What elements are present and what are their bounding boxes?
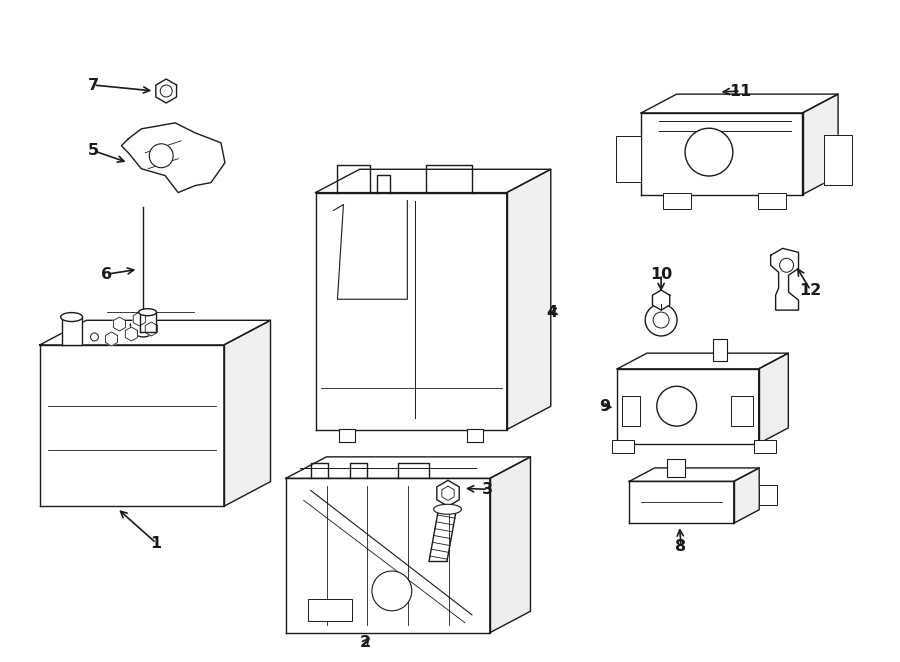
Polygon shape bbox=[629, 468, 760, 481]
Polygon shape bbox=[122, 123, 225, 193]
Text: 7: 7 bbox=[88, 77, 99, 93]
Polygon shape bbox=[436, 481, 459, 506]
Circle shape bbox=[779, 258, 794, 272]
Polygon shape bbox=[140, 312, 156, 332]
Polygon shape bbox=[133, 312, 145, 326]
Text: 6: 6 bbox=[101, 267, 112, 282]
Polygon shape bbox=[652, 290, 670, 310]
Polygon shape bbox=[629, 481, 733, 523]
Text: 9: 9 bbox=[598, 399, 610, 414]
Polygon shape bbox=[40, 320, 271, 345]
Polygon shape bbox=[316, 169, 551, 193]
Ellipse shape bbox=[434, 504, 462, 514]
Circle shape bbox=[653, 312, 669, 328]
Bar bbox=[753, 440, 776, 453]
Ellipse shape bbox=[60, 312, 83, 322]
Bar bbox=[714, 339, 727, 361]
Circle shape bbox=[91, 333, 98, 341]
Polygon shape bbox=[285, 457, 530, 479]
Polygon shape bbox=[824, 134, 851, 185]
Bar bbox=[731, 396, 752, 426]
Text: 12: 12 bbox=[799, 283, 822, 298]
Ellipse shape bbox=[139, 308, 157, 316]
Polygon shape bbox=[107, 301, 218, 313]
Polygon shape bbox=[145, 322, 158, 336]
Polygon shape bbox=[616, 136, 641, 182]
Text: 1: 1 bbox=[150, 536, 162, 551]
Polygon shape bbox=[490, 457, 530, 633]
Polygon shape bbox=[61, 317, 82, 345]
Polygon shape bbox=[224, 320, 271, 506]
Polygon shape bbox=[507, 169, 551, 430]
Text: 5: 5 bbox=[88, 143, 99, 158]
Polygon shape bbox=[105, 332, 118, 346]
Circle shape bbox=[149, 144, 173, 167]
Circle shape bbox=[657, 386, 697, 426]
Bar bbox=[612, 440, 634, 453]
Polygon shape bbox=[760, 485, 777, 504]
Bar bbox=[467, 428, 483, 442]
Bar bbox=[667, 459, 685, 477]
Text: 2: 2 bbox=[360, 635, 371, 650]
Text: 10: 10 bbox=[650, 267, 672, 282]
Polygon shape bbox=[803, 94, 838, 195]
Polygon shape bbox=[759, 353, 788, 444]
Circle shape bbox=[645, 304, 677, 336]
Circle shape bbox=[685, 128, 733, 176]
Polygon shape bbox=[641, 113, 803, 195]
Polygon shape bbox=[770, 248, 798, 310]
Bar bbox=[622, 396, 640, 426]
Polygon shape bbox=[316, 193, 507, 430]
Text: 4: 4 bbox=[546, 305, 557, 320]
Polygon shape bbox=[285, 479, 490, 633]
Bar bbox=[758, 193, 786, 209]
Polygon shape bbox=[113, 317, 125, 331]
Text: 11: 11 bbox=[730, 83, 752, 99]
Polygon shape bbox=[40, 345, 224, 506]
Polygon shape bbox=[617, 353, 788, 369]
Circle shape bbox=[372, 571, 412, 611]
Text: 8: 8 bbox=[676, 539, 687, 553]
Polygon shape bbox=[617, 369, 759, 444]
Polygon shape bbox=[125, 327, 138, 341]
Polygon shape bbox=[641, 94, 838, 113]
Bar bbox=[339, 428, 356, 442]
Polygon shape bbox=[734, 468, 760, 523]
Bar bbox=[308, 599, 353, 621]
Text: 3: 3 bbox=[482, 482, 493, 497]
Bar bbox=[663, 193, 691, 209]
Circle shape bbox=[160, 85, 172, 97]
Polygon shape bbox=[156, 79, 176, 103]
